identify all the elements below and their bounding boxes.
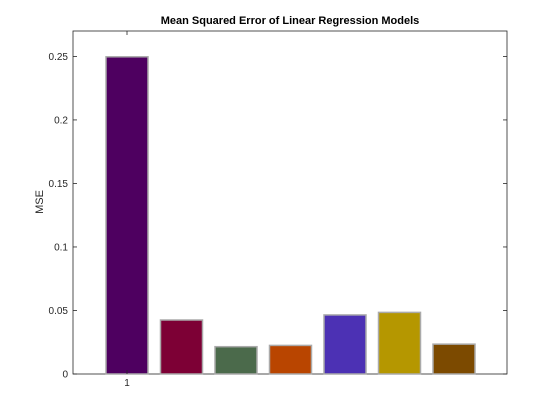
bar-7 bbox=[432, 343, 476, 375]
chart-title: Mean Squared Error of Linear Regression … bbox=[161, 15, 420, 27]
x-axis-ticks: 1 bbox=[124, 31, 130, 389]
y-tick-label: 0 bbox=[62, 370, 68, 381]
y-tick-label: 0.25 bbox=[49, 52, 69, 63]
y-axis-label: MSE bbox=[34, 190, 46, 214]
bar-2 bbox=[159, 319, 204, 375]
y-tick-label: 0.15 bbox=[49, 179, 69, 190]
y-tick-label: 0.2 bbox=[54, 115, 68, 126]
bar-1 bbox=[105, 56, 149, 375]
y-axis-ticks: 0 0.05 0.1 0.15 0.2 0.25 bbox=[49, 52, 507, 381]
y-tick-label: 0.05 bbox=[49, 306, 69, 317]
bar-3 bbox=[214, 345, 258, 375]
x-tick-label: 1 bbox=[124, 378, 130, 389]
bar-5 bbox=[323, 314, 367, 375]
y-tick-label: 0.1 bbox=[54, 242, 68, 253]
bar-4 bbox=[268, 344, 313, 375]
bar-6 bbox=[377, 311, 422, 375]
bar-group bbox=[105, 56, 476, 375]
